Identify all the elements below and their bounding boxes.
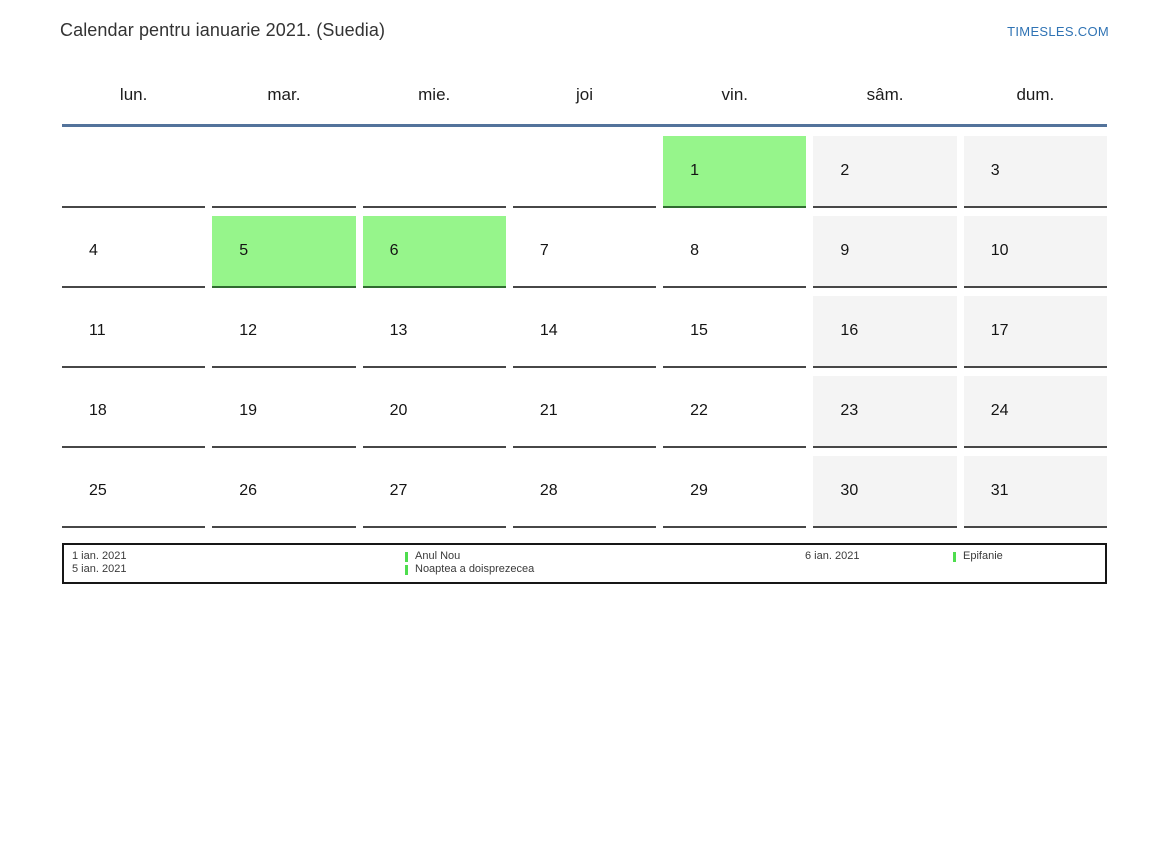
day-number: 23	[840, 402, 859, 419]
day-number: 11	[89, 322, 106, 339]
day-number: 8	[690, 242, 700, 259]
day-number: 6	[389, 242, 399, 259]
holiday-marker-icon	[405, 564, 408, 575]
calendar-grid: 1 2 3 4 5 6 7 8 9 10 11 12 13 14 15 16 17 18 19 20 21 22 23 24 2…	[62, 136, 1107, 528]
day-cell-8: 8	[663, 216, 807, 288]
day-cell-22: 22	[663, 376, 807, 448]
day-number: 20	[389, 402, 408, 419]
day-number: 7	[539, 242, 549, 259]
legend-holiday	[953, 563, 1097, 576]
day-cell-20: 20	[362, 376, 506, 448]
day-cell-29: 29	[663, 456, 807, 528]
legend-date: 6 ian. 2021	[805, 550, 860, 562]
day-cell-11: 11	[62, 296, 206, 368]
day-number: 29	[690, 482, 708, 499]
legend-holiday-name: Noaptea a doisprezecea	[415, 563, 535, 575]
day-cell-empty	[512, 136, 657, 208]
page-title: Calendar pentru ianuarie 2021. (Suedia)	[60, 20, 386, 40]
day-cell-13: 13	[362, 296, 506, 368]
day-cell-10: 10	[963, 216, 1107, 288]
day-cell-4: 4	[62, 216, 206, 288]
legend-date	[805, 563, 953, 576]
day-number: 19	[239, 402, 258, 419]
weekday-label: dum.	[1016, 85, 1055, 104]
day-number: 31	[990, 482, 1009, 499]
legend-holiday: Anul Nou	[405, 550, 805, 563]
legend-holiday: Epifanie	[953, 550, 1097, 563]
day-number: 12	[239, 322, 258, 339]
day-cell-14: 14	[512, 296, 657, 368]
calendar: lun. mar. mie. joi vin. sâm. dum. 1 2 3 4 5 6 7 8 9 10 1…	[62, 85, 1107, 528]
weekday-label: mar.	[267, 85, 301, 104]
day-cell-26: 26	[212, 456, 356, 528]
day-number: 25	[89, 482, 107, 499]
day-cell-3: 3	[963, 136, 1107, 208]
timesles-link[interactable]: TIMESLES.COM	[1007, 24, 1109, 39]
day-cell-15: 15	[663, 296, 807, 368]
holiday-marker-icon	[953, 551, 956, 562]
day-number: 13	[389, 322, 408, 339]
day-cell-30: 30	[813, 456, 957, 528]
weekday-label: mie.	[418, 85, 451, 104]
day-cell-empty	[362, 136, 506, 208]
day-cell-27: 27	[362, 456, 506, 528]
day-number: 2	[840, 162, 850, 179]
day-cell-18: 18	[62, 376, 206, 448]
day-number: 21	[539, 402, 558, 419]
legend: 1 ian. 2021 Anul Nou 6 ian. 2021 Epifanie 5 …	[62, 543, 1107, 584]
day-cell-1: 1	[663, 136, 807, 208]
legend-date: 5 ian. 2021	[72, 563, 127, 575]
day-cell-2: 2	[813, 136, 957, 208]
day-number: 27	[389, 482, 408, 499]
day-cell-9: 9	[813, 216, 957, 288]
day-number: 3	[990, 162, 1000, 179]
day-number: 10	[990, 242, 1009, 259]
day-cell-6: 6	[362, 216, 506, 288]
day-number: 28	[539, 482, 558, 499]
day-number: 22	[690, 402, 708, 419]
day-cell-23: 23	[813, 376, 957, 448]
weekday-label: sâm.	[866, 85, 904, 104]
legend-holiday-name: Epifanie	[963, 550, 1003, 562]
weekday-row: lun. mar. mie. joi vin. sâm. dum.	[62, 85, 1107, 127]
day-number: 14	[539, 322, 558, 339]
weekday-label: lun.	[119, 85, 148, 104]
day-cell-17: 17	[963, 296, 1107, 368]
legend-holiday-name: Anul Nou	[415, 550, 461, 562]
day-number: 30	[840, 482, 859, 499]
day-cell-12: 12	[212, 296, 356, 368]
day-number: 15	[690, 322, 708, 339]
day-cell-16: 16	[813, 296, 957, 368]
legend-holiday: Noaptea a doisprezecea	[405, 563, 805, 576]
day-cell-empty	[62, 136, 206, 208]
day-cell-24: 24	[963, 376, 1107, 448]
day-number: 9	[840, 242, 850, 259]
topbar: Calendar pentru ianuarie 2021. (Suedia) …	[60, 20, 1109, 41]
day-number: 5	[239, 242, 249, 259]
legend-date: 1 ian. 2021	[72, 550, 127, 562]
day-cell-7: 7	[512, 216, 657, 288]
day-number: 4	[89, 242, 98, 259]
day-number: 1	[690, 162, 700, 179]
day-cell-empty	[212, 136, 356, 208]
day-number: 26	[239, 482, 258, 499]
day-number: 16	[840, 322, 859, 339]
day-number: 18	[89, 402, 107, 419]
day-cell-21: 21	[512, 376, 657, 448]
day-cell-19: 19	[212, 376, 356, 448]
day-cell-25: 25	[62, 456, 206, 528]
day-cell-28: 28	[512, 456, 657, 528]
day-number: 17	[990, 322, 1009, 339]
holiday-marker-icon	[405, 551, 408, 562]
weekday-label: joi	[575, 85, 593, 104]
weekday-label: vin.	[721, 85, 749, 104]
day-cell-5: 5	[212, 216, 356, 288]
day-number: 24	[990, 402, 1009, 419]
day-cell-31: 31	[963, 456, 1107, 528]
